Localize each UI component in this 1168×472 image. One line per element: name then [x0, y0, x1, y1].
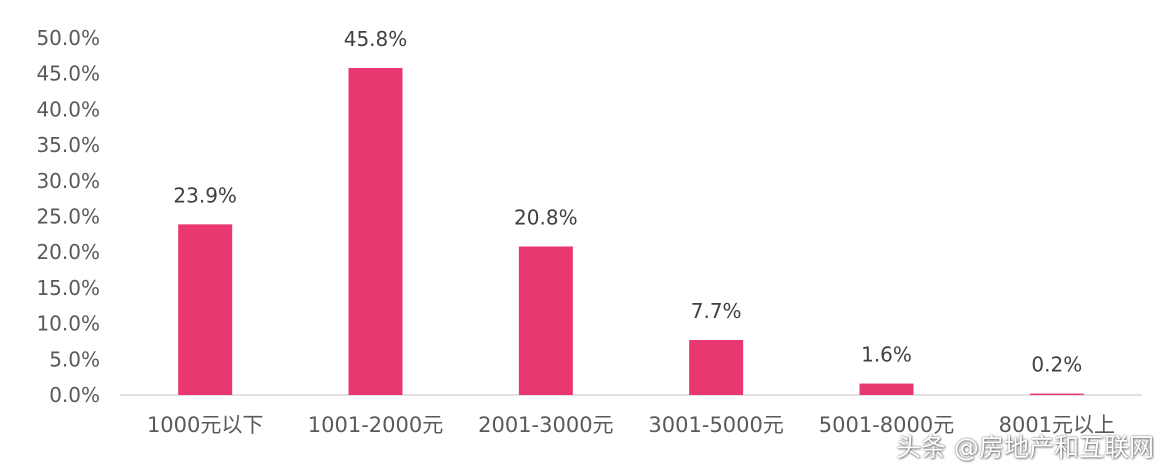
x-category-label: 1000元以下 — [147, 413, 263, 437]
y-tick-label: 45.0% — [36, 62, 100, 86]
y-tick-label: 15.0% — [36, 276, 100, 300]
bar — [348, 67, 403, 395]
y-tick-label: 0.0% — [49, 383, 100, 407]
y-tick-label: 5.0% — [49, 347, 100, 371]
bar-data-label: 1.6% — [861, 343, 912, 367]
bar — [518, 246, 573, 395]
y-axis-ticks: 0.0% 5.0% 10.0% 15.0% 20.0% 25.0% 30.0% 35.0% 40… — [36, 26, 100, 407]
y-tick-label: 40.0% — [36, 97, 100, 121]
bar — [689, 340, 744, 395]
y-tick-label: 20.0% — [36, 240, 100, 264]
y-tick-label: 35.0% — [36, 133, 100, 157]
bar — [178, 224, 233, 395]
bar-data-label: 0.2% — [1031, 353, 1082, 377]
data-labels: 23.9% 45.8% 20.8% 7.7% 1.6% 0.2% — [173, 27, 1082, 377]
bar-data-label: 7.7% — [691, 299, 742, 323]
y-tick-label: 25.0% — [36, 205, 100, 229]
x-category-label: 1001-2000元 — [308, 413, 443, 437]
bar — [859, 383, 914, 395]
y-tick-label: 50.0% — [36, 26, 100, 50]
bar-data-label: 45.8% — [344, 27, 408, 51]
x-axis-category-labels: 1000元以下 1001-2000元 2001-3000元 3001-5000元 500… — [147, 413, 1115, 437]
bar-data-label: 20.8% — [514, 205, 578, 229]
watermark: 头条 @房地产和互联网 — [896, 428, 1154, 464]
watermark-text: 头条 @房地产和互联网 — [896, 433, 1154, 462]
x-category-label: 3001-5000元 — [648, 413, 783, 437]
bar-data-label: 23.9% — [173, 183, 237, 207]
x-category-label: 8001元以上 — [999, 413, 1115, 437]
bars — [178, 67, 1084, 395]
y-tick-label: 30.0% — [36, 169, 100, 193]
x-category-label: 2001-3000元 — [478, 413, 613, 437]
y-tick-label: 10.0% — [36, 312, 100, 336]
bar — [1029, 393, 1084, 395]
x-category-label: 5001-8000元 — [819, 413, 954, 437]
